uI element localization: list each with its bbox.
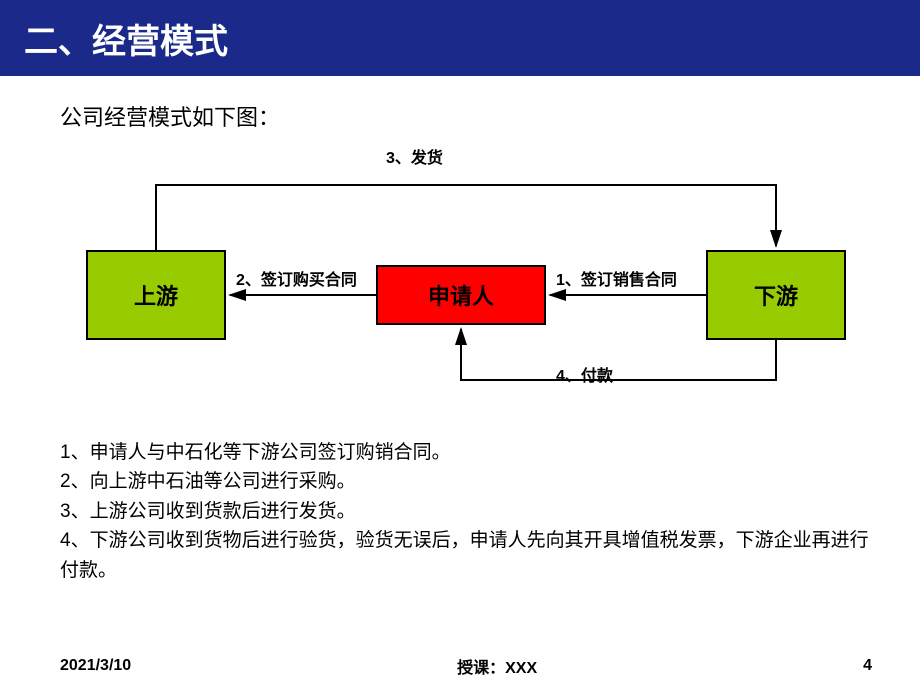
- slide-footer: 2021/3/10 授课：XXX 4: [0, 654, 920, 678]
- edge-label-4: 4、付款: [556, 362, 613, 386]
- node-applicant-label: 申请人: [428, 279, 494, 311]
- node-applicant: 申请人: [376, 265, 546, 325]
- node-downstream-label: 下游: [754, 279, 798, 311]
- intro-text: 公司经营模式如下图：: [60, 100, 872, 132]
- step-1: 1、申请人与中石化等下游公司签订购销合同。: [60, 438, 872, 467]
- footer-lecturer: 授课：XXX: [131, 654, 863, 678]
- step-4: 4、下游公司收到货物后进行验货，验货无误后，申请人先向其开具增值税发票，下游企业…: [60, 526, 872, 585]
- edge-label-3: 3、发货: [386, 144, 443, 168]
- node-upstream-label: 上游: [134, 279, 178, 311]
- business-model-diagram: 上游 申请人 下游 1、签订销售合同 2、签订购买合同 3、发货 4、付款: [66, 140, 866, 420]
- step-3: 3、上游公司收到货款后进行发货。: [60, 497, 872, 526]
- footer-page-number: 4: [863, 657, 872, 675]
- edge-label-1: 1、签订销售合同: [556, 266, 677, 290]
- steps-list: 1、申请人与中石化等下游公司签订购销合同。 2、向上游中石油等公司进行采购。 3…: [60, 438, 872, 585]
- edge-label-2: 2、签订购买合同: [236, 266, 357, 290]
- node-upstream: 上游: [86, 250, 226, 340]
- node-downstream: 下游: [706, 250, 846, 340]
- slide-header: 二、经营模式: [0, 0, 920, 76]
- slide-content: 公司经营模式如下图： 上游 申请人 下游 1、签订销售合同: [0, 76, 920, 585]
- footer-date: 2021/3/10: [60, 657, 131, 675]
- step-2: 2、向上游中石油等公司进行采购。: [60, 467, 872, 496]
- slide-title: 二、经营模式: [24, 14, 228, 63]
